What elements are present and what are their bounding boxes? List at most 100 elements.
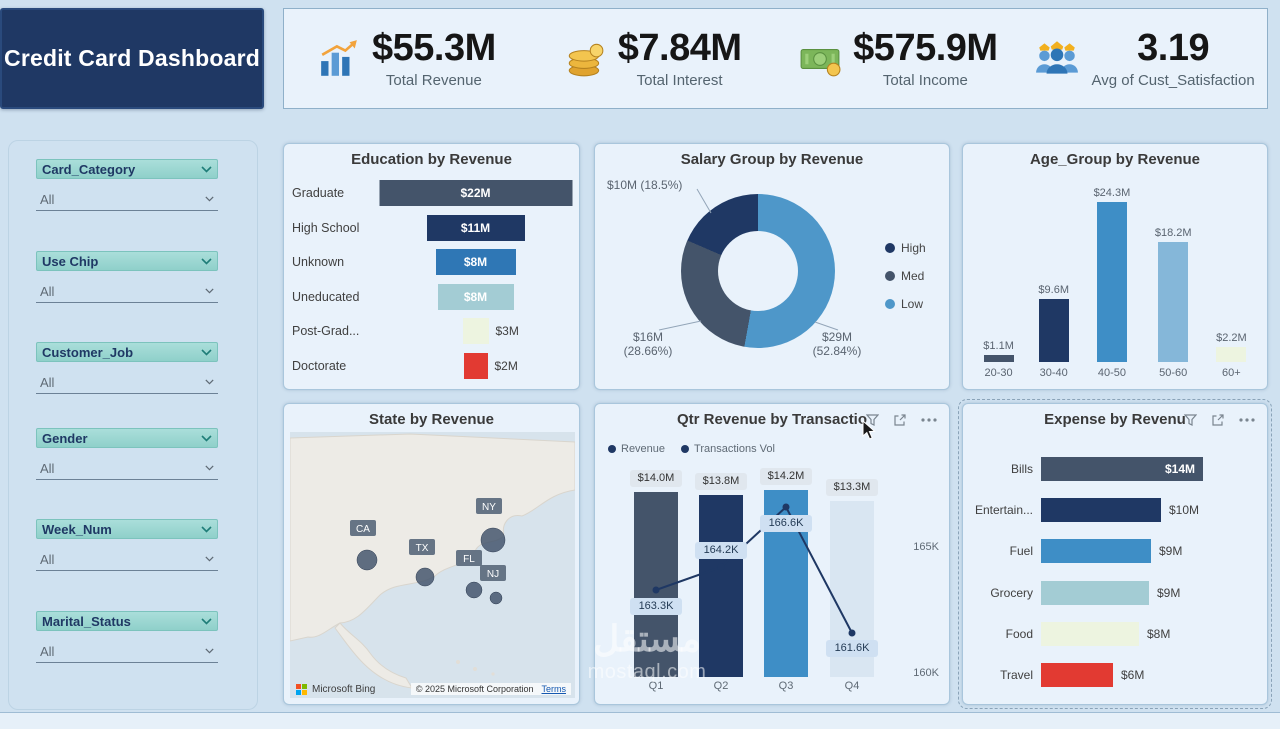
- bar-bills[interactable]: $14M: [1041, 457, 1203, 481]
- education-by-revenue-chart: Education by Revenue Graduate $22M High …: [283, 143, 580, 390]
- secondary-axis-tick: 165K: [913, 541, 939, 553]
- legend-item-high[interactable]: High: [885, 241, 926, 255]
- legend-item-low[interactable]: Low: [885, 297, 926, 311]
- legend-label: Med: [901, 269, 925, 283]
- chevron-down-icon: [201, 257, 212, 265]
- slicer-dropdown-marital-status[interactable]: All: [36, 640, 218, 663]
- chevron-down-icon: [201, 525, 212, 533]
- terms-link[interactable]: Terms: [541, 684, 567, 694]
- map-bubble-tx[interactable]: [415, 567, 435, 587]
- focus-mode-icon[interactable]: [1212, 414, 1224, 426]
- bar-grocery[interactable]: [1041, 580, 1149, 605]
- legend-label: High: [901, 241, 926, 255]
- funnel-bar-uneducated[interactable]: $8M: [437, 283, 514, 310]
- column-bar[interactable]: [983, 355, 1014, 362]
- slicer-dropdown-customer-job[interactable]: All: [36, 371, 218, 394]
- slicer-label: Card_Category: [42, 161, 136, 177]
- map-bubble-nj[interactable]: [489, 591, 503, 605]
- callout-value: $29M: [821, 330, 853, 344]
- slicer-label: Gender: [42, 430, 88, 446]
- attribution-text: Microsoft Bing: [312, 684, 376, 695]
- slicer-value: All: [40, 191, 55, 207]
- more-options-icon[interactable]: [1239, 418, 1255, 422]
- column-bar[interactable]: [1096, 202, 1127, 362]
- kpi-label: Total Income: [882, 72, 968, 90]
- funnel-bar-unknown[interactable]: $8M: [435, 249, 516, 276]
- slicer-value: All: [40, 460, 55, 476]
- donut-chart[interactable]: [681, 194, 835, 348]
- kpi-value: $7.84M: [617, 26, 742, 69]
- slicer-dropdown-card-category[interactable]: All: [36, 188, 218, 211]
- microsoft-logo-icon: [296, 684, 307, 695]
- map-copyright: © 2025 Microsoft Corporation Terms: [410, 683, 571, 695]
- bing-map[interactable]: CA TX FL NJ NY: [290, 432, 575, 698]
- bar-value: $8M: [463, 255, 488, 270]
- slicer-use-chip: Use Chip All: [36, 251, 218, 303]
- slicer-header-marital-status[interactable]: Marital_Status: [36, 611, 218, 631]
- funnel-bar-high-school[interactable]: $11M: [426, 214, 525, 241]
- line-value-label: 166.6K: [760, 515, 812, 532]
- bar-value: $18.2M: [1154, 227, 1192, 239]
- focus-mode-icon[interactable]: [894, 414, 906, 426]
- category-label: Post-Grad...: [292, 324, 360, 339]
- bar-travel[interactable]: [1041, 662, 1113, 687]
- revenue-bar-q2[interactable]: [699, 495, 743, 677]
- filter-icon[interactable]: [866, 414, 879, 426]
- legend-item-revenue[interactable]: Revenue: [608, 443, 665, 455]
- bar-food[interactable]: [1041, 621, 1139, 646]
- bar-value-label: $14.0M: [630, 470, 682, 487]
- category-label: Graduate: [292, 186, 345, 200]
- column-bar[interactable]: [1158, 242, 1189, 362]
- bar-value: $1.1M: [983, 340, 1014, 352]
- secondary-axis-tick: 160K: [913, 667, 939, 679]
- column-bar[interactable]: [1038, 299, 1069, 362]
- kpi-value: $55.3M: [372, 26, 496, 69]
- category-label: 60+: [1222, 367, 1241, 379]
- slicer-label: Use Chip: [42, 253, 99, 269]
- category-label: Uneducated: [292, 289, 360, 304]
- funnel-bar-graduate[interactable]: $22M: [379, 180, 572, 206]
- slicer-header-gender[interactable]: Gender: [36, 428, 218, 448]
- funnel-bar-post-grad[interactable]: [462, 318, 489, 345]
- kpi-total-revenue: $55.3M Total Revenue: [284, 9, 530, 108]
- slicer-card-category: Card_Category All: [36, 159, 218, 211]
- slicer-header-customer-job[interactable]: Customer_Job: [36, 342, 218, 362]
- slicer-header-card-category[interactable]: Card_Category: [36, 159, 218, 179]
- category-label: 30-40: [1039, 367, 1068, 379]
- filter-icon[interactable]: [1184, 414, 1197, 426]
- bar-value: $9M: [1157, 585, 1181, 600]
- bar-value: $14M: [1164, 462, 1195, 476]
- funnel-bar-doctorate[interactable]: [463, 352, 488, 379]
- kpi-avg-satisfaction: 3.19 Avg of Cust_Satisfaction: [1021, 9, 1267, 108]
- category-label: 20-30: [984, 367, 1013, 379]
- revenue-bar-q1[interactable]: [634, 492, 678, 677]
- slicer-dropdown-week-num[interactable]: All: [36, 548, 218, 571]
- customers-icon: [1035, 40, 1078, 74]
- map-bubble-fl[interactable]: [465, 581, 483, 599]
- chart-title: Education by Revenue: [351, 151, 512, 168]
- column-bar[interactable]: [1216, 347, 1247, 362]
- map-island: [456, 660, 460, 664]
- donut-callout-high: $29M (52.84%): [801, 330, 873, 359]
- bar-fuel[interactable]: [1041, 539, 1151, 564]
- map-label-nj: NJ: [480, 565, 506, 581]
- column-50-60: $18.2M 50-60: [1155, 227, 1192, 381]
- slicer-header-use-chip[interactable]: Use Chip: [36, 251, 218, 271]
- svg-text:NJ: NJ: [487, 569, 499, 580]
- map-bubble-ny[interactable]: [480, 527, 506, 553]
- slicer-dropdown-gender[interactable]: All: [36, 457, 218, 480]
- slicer-header-week-num[interactable]: Week_Num: [36, 519, 218, 539]
- map-bubble-ca[interactable]: [356, 549, 378, 571]
- category-label: 40-50: [1097, 367, 1126, 379]
- map-island: [491, 672, 495, 676]
- kpi-total-interest: $7.84M Total Interest: [530, 9, 776, 108]
- legend-label: Low: [901, 297, 924, 311]
- bar-entertainment[interactable]: [1041, 498, 1161, 523]
- funnel-row: Graduate $22M: [292, 178, 572, 208]
- legend-item-transactions[interactable]: Transactions Vol: [681, 443, 775, 455]
- category-label: Q4: [844, 680, 860, 692]
- legend-item-med[interactable]: Med: [885, 269, 926, 283]
- more-options-icon[interactable]: [921, 418, 937, 422]
- slicer-dropdown-use-chip[interactable]: All: [36, 280, 218, 303]
- legend-label: Revenue: [621, 443, 666, 455]
